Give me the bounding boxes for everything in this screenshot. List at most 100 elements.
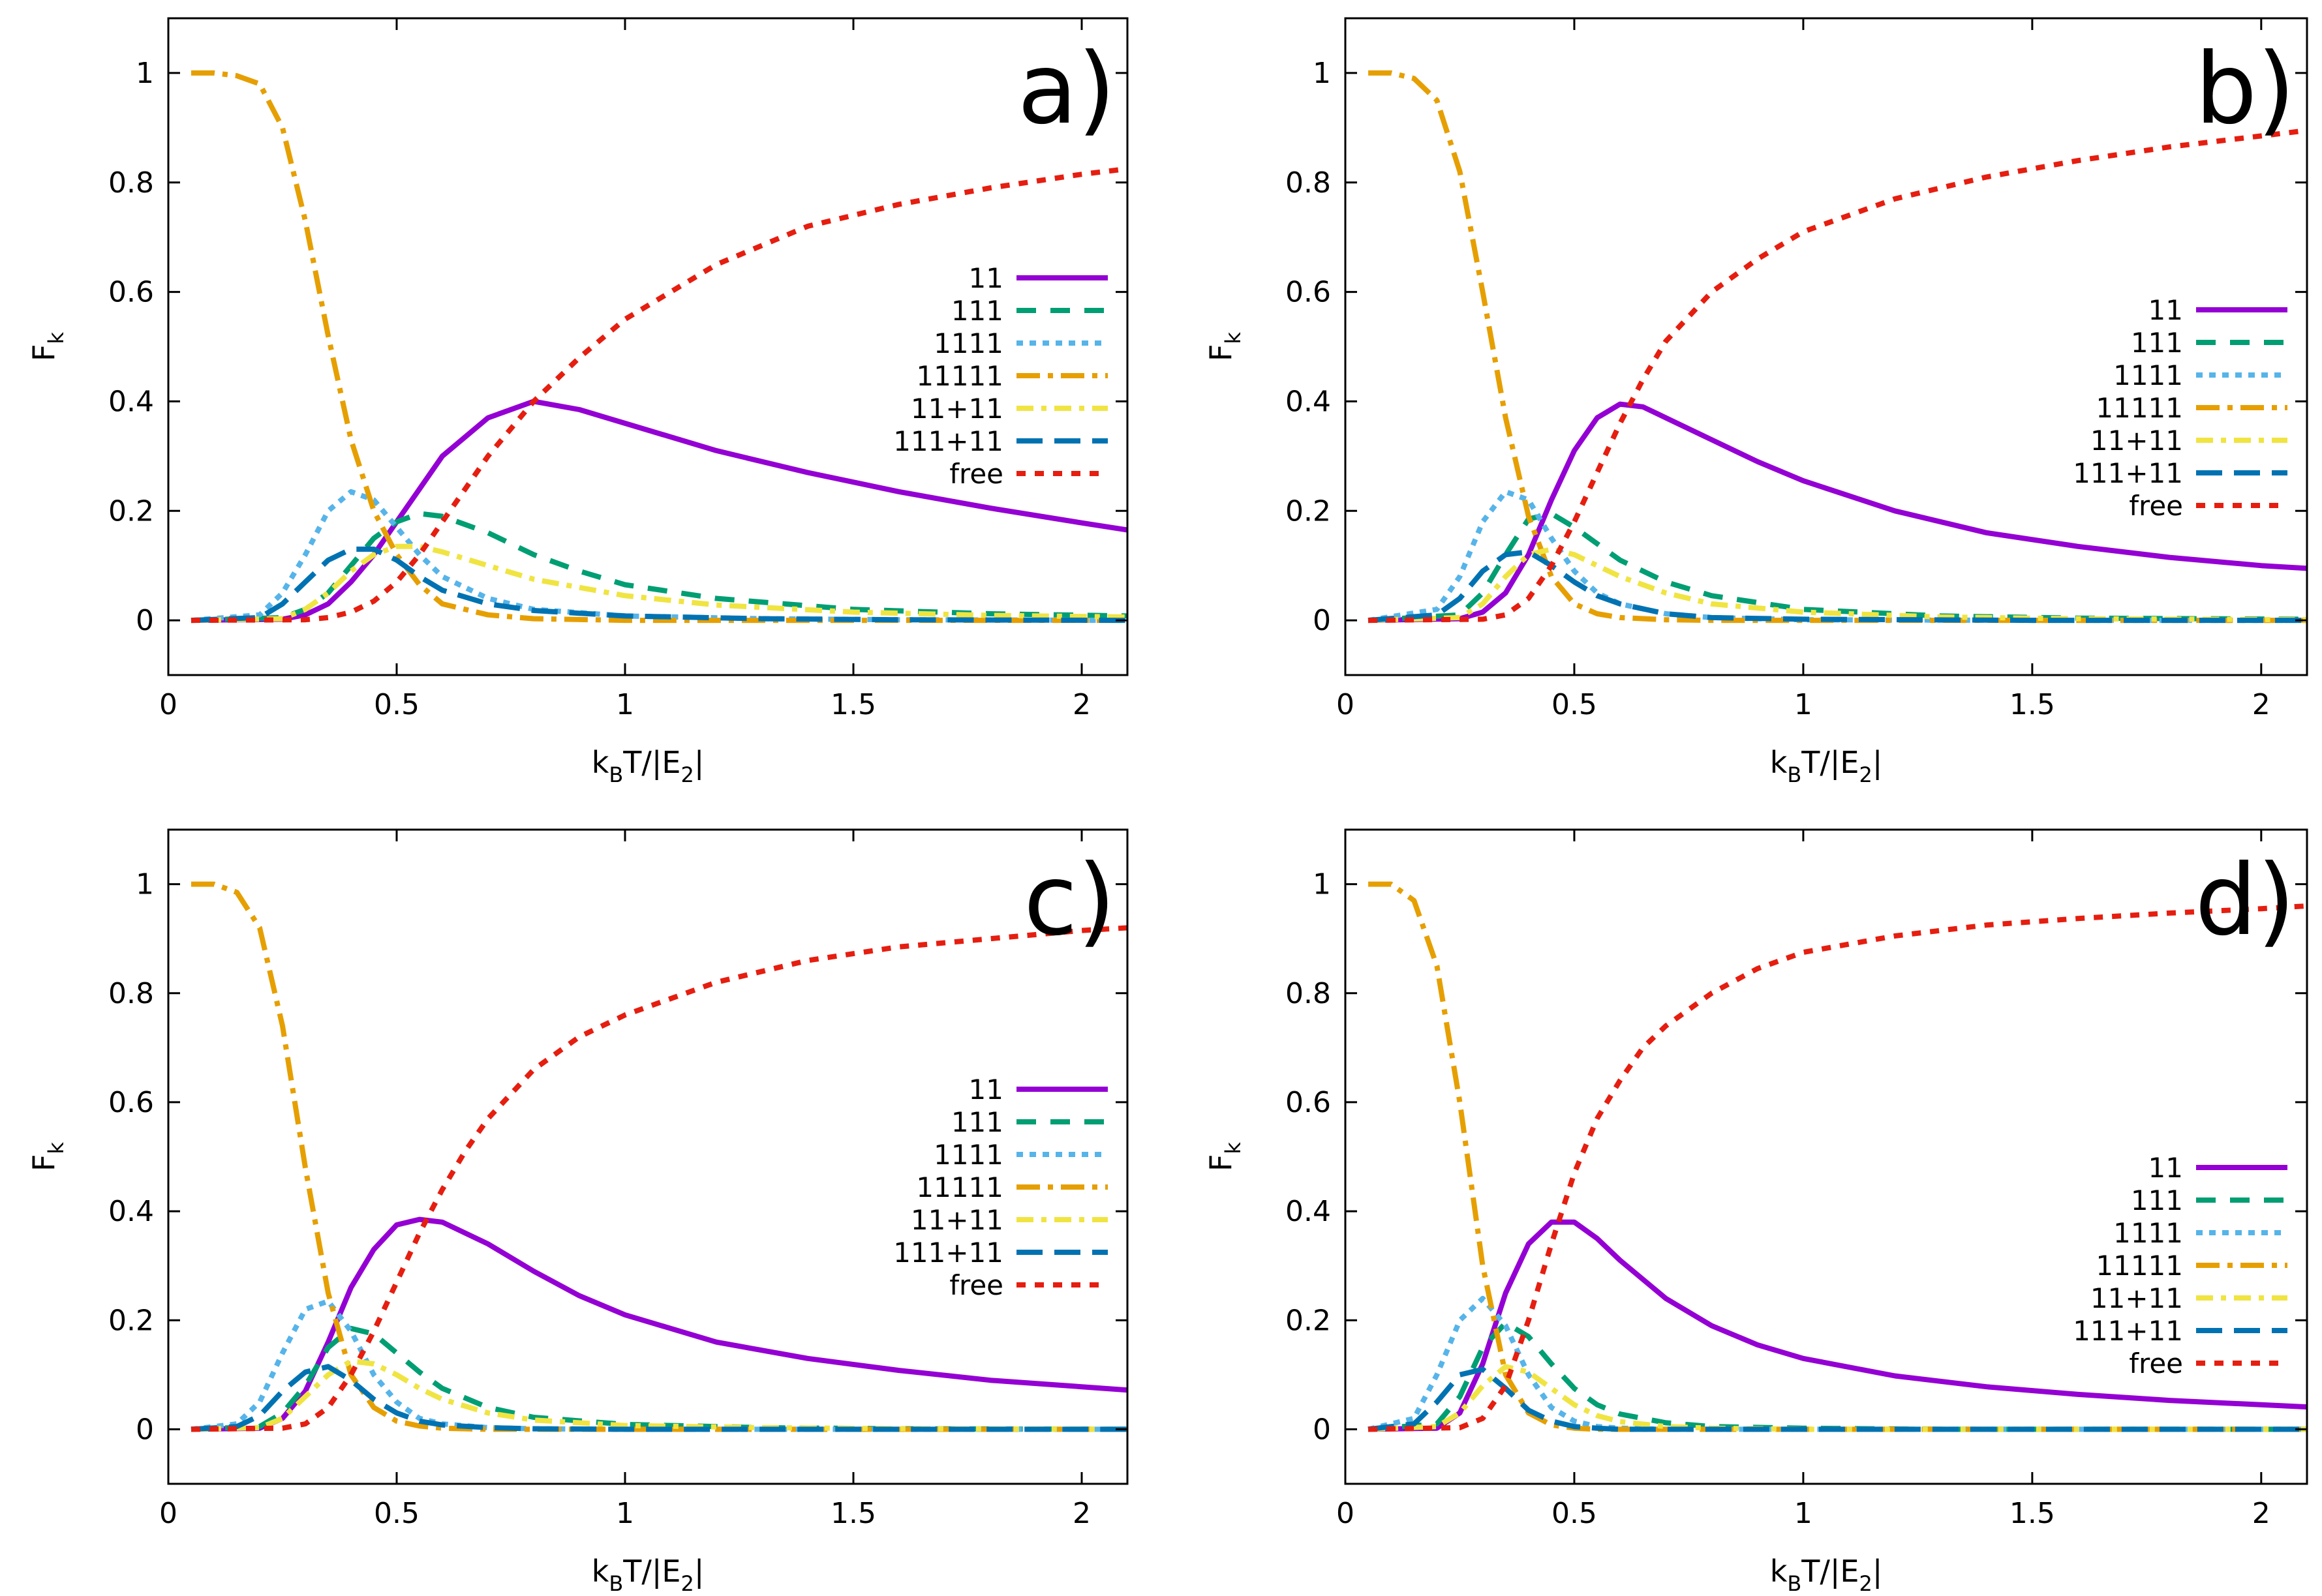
legend-label-free: free <box>2129 490 2183 522</box>
legend-label-11111: 11111 <box>2096 1250 2183 1282</box>
y-tick-label: 1 <box>1313 868 1331 901</box>
x-tick-label: 2 <box>2252 688 2270 721</box>
series-group <box>191 881 1127 1432</box>
y-tick-label: 0.2 <box>1285 494 1331 528</box>
y-tick-label: 0.8 <box>1285 166 1331 200</box>
x-tick-label: 0.5 <box>374 1497 420 1530</box>
series-group <box>1367 881 2307 1432</box>
x-tick-label: 0.5 <box>1551 1497 1597 1530</box>
series-line-11p11 <box>1367 1364 2307 1432</box>
series-line-11p11 <box>1367 547 2307 624</box>
x-tick-label: 1 <box>616 1497 634 1530</box>
series-line-11111 <box>191 70 1127 624</box>
x-tick-label: 2 <box>2252 1497 2270 1530</box>
chart-panel-3: 0 0.5 1 1.5 200.20.40.60.81kBT/|E2|Fkc)11111… <box>26 828 1129 1596</box>
series-line-11 <box>191 399 1127 624</box>
legend-label-11p11: 11+11 <box>911 393 1003 425</box>
x-tick-label: 1.5 <box>2009 688 2055 721</box>
legend-label-11: 11 <box>2148 294 2183 326</box>
y-tick-label: 0.8 <box>108 166 154 200</box>
series-line-111 <box>191 511 1127 624</box>
y-axis-label: Fk <box>26 332 69 361</box>
legend-label-11111: 11111 <box>2096 392 2183 424</box>
series-line-1111 <box>191 489 1127 624</box>
legend-label-1111: 1111 <box>2113 1217 2183 1249</box>
legend-label-11: 11 <box>2148 1152 2183 1184</box>
legend-label-1111: 1111 <box>2113 359 2183 391</box>
legend-label-11: 11 <box>969 262 1003 294</box>
series-line-11 <box>1368 401 2307 624</box>
series-line-11 <box>1368 1219 2307 1432</box>
legend-label-111p11: 111+11 <box>2073 1315 2183 1347</box>
y-axis-label: Fk <box>1203 332 1245 361</box>
y-tick-label: 0.8 <box>108 977 154 1010</box>
panel-label: a) <box>1018 33 1116 146</box>
chart-panel-2: 0 0.5 1 1.5 200.20.40.60.81kBT/|E2|Fkb)11111… <box>1203 17 2308 787</box>
legend-label-11p11: 11+11 <box>2090 1282 2183 1314</box>
y-tick-label: 0.6 <box>108 276 154 309</box>
legend-label-111p11: 111+11 <box>2073 457 2183 489</box>
series-line-free <box>1368 128 2307 624</box>
x-axis-label: kBT/|E2| <box>592 1554 705 1596</box>
x-tick-label: 0.5 <box>374 688 420 721</box>
plot-frame <box>167 828 1129 1485</box>
series-group <box>1367 70 2307 624</box>
x-tick-label: 1.5 <box>831 1497 876 1530</box>
series-line-1111 <box>1367 1295 2307 1432</box>
y-axis-label: Fk <box>26 1142 69 1171</box>
y-tick-label: 0.4 <box>1285 1195 1331 1228</box>
x-tick-label: 0 <box>159 688 177 721</box>
x-tick-label: 1.5 <box>2009 1497 2055 1530</box>
legend-label-free: free <box>949 458 1003 490</box>
series-line-111 <box>1367 511 2307 624</box>
y-tick-label: 0.6 <box>108 1086 154 1119</box>
legend-label-1111: 1111 <box>934 327 1003 359</box>
legend-label-11p11: 11+11 <box>2090 425 2183 457</box>
series-line-11p11 <box>191 1358 1127 1432</box>
series-line-11111 <box>1368 70 2307 624</box>
legend-label-11111: 11111 <box>916 360 1003 392</box>
x-tick-label: 0.5 <box>1551 688 1597 721</box>
x-tick-label: 2 <box>1073 1497 1091 1530</box>
legend-label-11111: 11111 <box>916 1171 1003 1203</box>
x-axis-label: kBT/|E2| <box>1770 1554 1883 1596</box>
series-group <box>191 70 1127 624</box>
y-tick-label: 1 <box>136 868 154 901</box>
y-tick-label: 0 <box>1313 1413 1331 1446</box>
legend-label-11: 11 <box>969 1074 1003 1106</box>
x-tick-label: 1.5 <box>831 688 876 721</box>
legend-label-111: 111 <box>951 295 1003 327</box>
y-tick-label: 0.4 <box>108 1195 154 1228</box>
legend-label-111: 111 <box>951 1106 1003 1138</box>
series-line-111 <box>1367 1320 2307 1432</box>
y-tick-label: 0.2 <box>108 1304 154 1337</box>
panel-label: d) <box>2195 844 2295 957</box>
chart-panel-1: 0 0.5 1 1.5 200.20.40.60.81kBT/|E2|Fka)11111… <box>26 17 1129 787</box>
y-tick-label: 0.6 <box>1285 276 1331 309</box>
x-tick-label: 1 <box>1794 688 1812 721</box>
x-tick-label: 0 <box>1336 688 1354 721</box>
plot-frame <box>1344 17 2308 676</box>
y-tick-label: 0 <box>136 1413 154 1446</box>
series-line-free <box>191 166 1127 624</box>
y-tick-label: 0.6 <box>1285 1086 1331 1119</box>
legend-label-111p11: 111+11 <box>893 1237 1003 1269</box>
x-tick-label: 1 <box>1794 1497 1812 1530</box>
series-line-1111 <box>191 1299 1127 1432</box>
legend-label-111: 111 <box>2131 327 2183 359</box>
y-tick-label: 0 <box>136 604 154 637</box>
x-tick-label: 1 <box>616 688 634 721</box>
series-line-111p11 <box>191 1364 1127 1432</box>
series-line-11 <box>191 1216 1127 1432</box>
plot-frame <box>1344 828 2308 1485</box>
legend-label-1111: 1111 <box>934 1139 1003 1171</box>
y-tick-label: 0 <box>1313 604 1331 637</box>
x-tick-label: 0 <box>159 1497 177 1530</box>
legend-label-free: free <box>2129 1348 2183 1379</box>
legend-label-free: free <box>949 1269 1003 1301</box>
series-line-111p11 <box>191 547 1127 624</box>
